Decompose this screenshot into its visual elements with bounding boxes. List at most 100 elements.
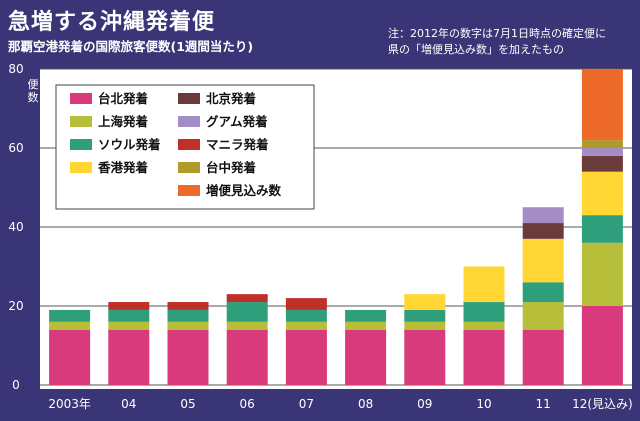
legend-label: 香港発着 [97, 160, 148, 175]
legend-label: グアム発着 [206, 114, 268, 129]
bar-stacks [49, 69, 623, 385]
bar-stack [285, 298, 327, 385]
bar-segment [404, 309, 446, 322]
legend-swatch [178, 185, 200, 196]
bar-segment [404, 321, 446, 330]
x-tick-label: 12(見込み) [572, 397, 633, 411]
bar-segment [581, 215, 623, 243]
bar-segment [522, 302, 564, 330]
y-tick-labels: 0 20 40 60 80 [8, 62, 23, 392]
bar-stack [581, 69, 623, 385]
x-tick-label: 05 [180, 397, 195, 411]
bar-segment [285, 298, 327, 310]
legend-swatch [70, 116, 92, 127]
y-axis-label: 便数 [28, 78, 39, 104]
x-tick-label: 08 [358, 397, 373, 411]
x-tick-label: 10 [476, 397, 491, 411]
bar-segment [581, 148, 623, 156]
y-axis-label-char: 数 [28, 91, 39, 104]
legend-label: 台中発着 [206, 160, 256, 175]
x-tick-labels: 2003年 04 05 06 07 08 09 10 11 12(見込み) [48, 397, 632, 411]
bar-stack [522, 207, 564, 385]
legend-label: 台北発着 [98, 91, 148, 106]
bar-segment [285, 309, 327, 322]
bar-segment [581, 69, 623, 141]
bar-stack [108, 302, 150, 385]
bar-segment [463, 321, 505, 330]
note-line-2: 県の「増便見込み数」を加えたもの [388, 43, 564, 56]
legend-label: ソウル発着 [98, 137, 161, 152]
bar-segment [522, 223, 564, 239]
bar-segment [108, 302, 150, 310]
bar-stack [404, 294, 446, 385]
bar-segment [463, 266, 505, 303]
chart-title: 急増する沖縄発着便 [8, 10, 216, 35]
bar-segment [108, 309, 150, 322]
y-tick-label: 60 [8, 141, 23, 155]
legend-swatch [178, 139, 200, 150]
bar-segment [345, 321, 387, 330]
chart-subtitle: 那覇空港発着の国際旅客便数(1週間当たり) [8, 39, 254, 54]
bar-segment [463, 329, 505, 385]
note-line-1: 注：2012年の数字は7月1日時点の確定便に [388, 27, 606, 40]
y-tick-label: 40 [8, 220, 23, 234]
bar-segment [581, 306, 623, 385]
x-tick-label: 09 [417, 397, 432, 411]
legend-swatch [178, 162, 200, 173]
x-tick-label: 04 [121, 397, 136, 411]
bar-segment [522, 207, 564, 224]
bar-segment [581, 171, 623, 216]
bar-segment [49, 309, 91, 322]
chart-note: 注：2012年の数字は7月1日時点の確定便に 県の「増便見込み数」を加えたもの [388, 26, 634, 58]
y-tick-label: 80 [8, 62, 23, 76]
bar-segment [108, 321, 150, 330]
bar-stack [49, 309, 91, 385]
bar-stack [463, 266, 505, 385]
bar-segment [404, 329, 446, 385]
bar-segment [581, 155, 623, 172]
y-tick-label: 20 [8, 299, 23, 313]
bar-segment [285, 329, 327, 385]
legend-label: 増便見込み数 [206, 183, 282, 198]
legend-label: 北京発着 [206, 91, 256, 106]
bar-segment [285, 321, 327, 330]
legend-label: マニラ発着 [206, 137, 269, 152]
bar-segment [581, 242, 623, 306]
bar-segment [345, 329, 387, 385]
bar-segment [581, 140, 623, 148]
bar-segment [463, 302, 505, 322]
legend-swatch [178, 93, 200, 104]
legend-swatch [178, 116, 200, 127]
legend-label: 上海発着 [98, 114, 148, 129]
bar-segment [522, 329, 564, 385]
x-tick-label: 06 [240, 397, 255, 411]
bar-segment [226, 302, 268, 322]
bar-stack [226, 294, 268, 385]
legend-swatch [70, 139, 92, 150]
bar-segment [167, 321, 209, 330]
legend-swatch [70, 93, 92, 104]
bar-segment [167, 309, 209, 322]
bar-segment [226, 294, 268, 303]
y-axis-label-char: 便 [28, 78, 39, 91]
bar-segment [108, 329, 150, 385]
legend-swatch [70, 162, 92, 173]
x-tick-label: 2003年 [48, 397, 91, 411]
y-tick-label: 0 [12, 378, 20, 392]
bar-stack [345, 309, 387, 385]
bar-segment [226, 321, 268, 330]
bar-segment [404, 294, 446, 310]
bar-segment [226, 329, 268, 385]
bar-segment [49, 321, 91, 330]
bar-segment [522, 282, 564, 303]
x-tick-label: 11 [536, 397, 551, 411]
bar-segment [167, 302, 209, 310]
bar-segment [49, 329, 91, 385]
bar-segment [345, 309, 387, 322]
bar-stack [167, 302, 209, 385]
bar-segment [522, 238, 564, 283]
x-tick-label: 07 [299, 397, 314, 411]
